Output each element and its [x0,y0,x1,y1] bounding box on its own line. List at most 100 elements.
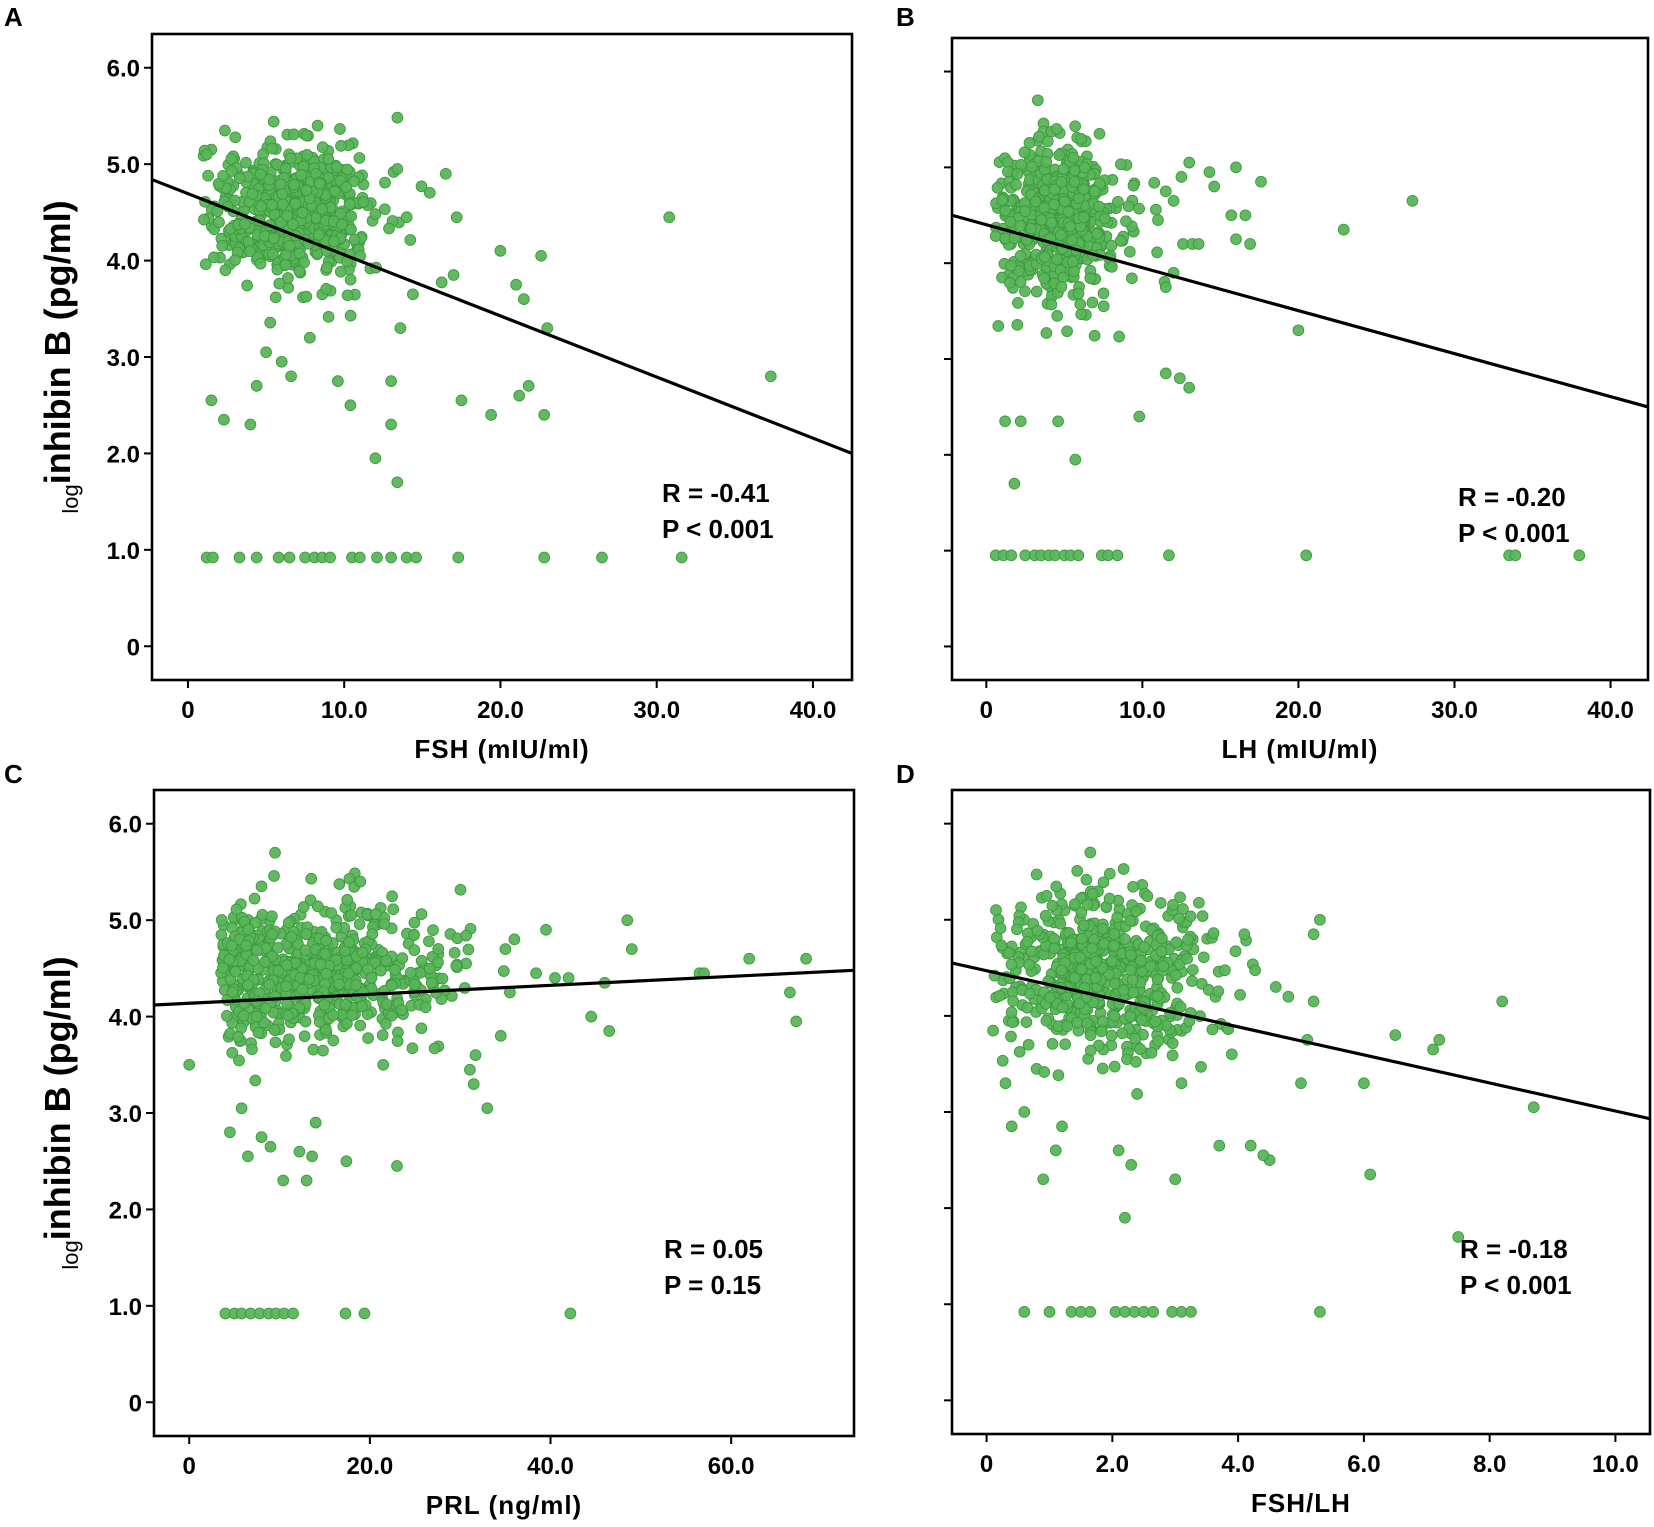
cluster-point [1011,319,1024,331]
cluster-point [408,978,421,991]
x-tick-label: 4.0 [1221,1451,1254,1478]
outlier-point [285,370,297,383]
cluster-point [1126,974,1139,986]
cluster-point [300,928,313,940]
baseline-point [410,551,422,564]
cluster-point [240,939,253,952]
cluster-point [389,964,401,976]
cluster-point [1088,329,1101,342]
cluster-point [287,218,299,231]
y-tick-label: 1.0 [109,1294,142,1321]
cluster-point [1096,1015,1109,1028]
cluster-point [1062,205,1075,218]
cluster-point [427,924,439,936]
cluster-point [252,1026,265,1039]
outlier-point [1527,1101,1540,1114]
cluster-point [1095,1025,1108,1038]
cluster-point [250,1010,263,1023]
cluster-point [266,142,278,155]
cluster-point [450,959,463,972]
cluster-point [1072,192,1085,205]
cluster-point [415,180,428,193]
cluster-point [1130,1056,1142,1068]
cluster-point [454,883,467,896]
cluster-point [1108,939,1120,952]
cluster-point [1023,958,1035,971]
cluster-point [1069,120,1082,133]
cluster-point [996,194,1009,206]
outlier-point [300,1174,313,1187]
cluster-point [380,998,393,1011]
cluster-point [1039,909,1052,922]
cluster-point [391,111,404,124]
outlier-point [1084,846,1097,859]
cluster-point [1108,1060,1121,1073]
cluster-point [297,901,310,913]
cluster-point [396,952,409,964]
cluster-point [229,131,242,144]
cluster-point [1054,917,1067,930]
x-tick-label: 40.0 [790,697,837,724]
cluster-point [1135,1014,1148,1026]
cluster-point [1108,977,1121,990]
cluster-point [369,208,382,220]
cluster-point [244,245,256,258]
cluster-point [1075,906,1088,919]
cluster-point [1023,137,1036,149]
outlier-point [535,249,547,262]
cluster-point [1033,130,1045,143]
outlier-point [450,211,463,224]
cluster-point [232,1031,245,1043]
cluster-point [1114,235,1127,247]
cluster-point [1113,330,1125,343]
baseline-point [675,551,688,564]
outlier-point [1225,1048,1238,1061]
data-points [197,111,777,564]
outlier-point [1049,1144,1062,1157]
cluster-point [1014,219,1027,232]
baseline-point [358,1307,371,1320]
cluster-point [322,311,335,323]
cluster-point [1103,892,1116,905]
cluster-point [1086,942,1099,955]
cluster-point [254,168,267,181]
cluster-point [295,169,307,181]
outlier-point [743,952,756,965]
outlier-point [309,1116,322,1129]
cluster-point [1048,942,1061,955]
cluster-point [225,153,238,165]
outlier-point [540,923,552,936]
outlier-point [1050,123,1063,135]
cluster-point [273,277,286,290]
cluster-point [362,1032,374,1044]
outlier-point [1183,156,1196,169]
baseline-point [1163,549,1175,562]
p-value: P < 0.001 [662,514,774,544]
cluster-point [1046,899,1059,912]
outlier-point [538,409,551,421]
cluster-point [357,196,370,208]
outlier-point [1244,1139,1257,1152]
outlier-point [1005,1120,1018,1133]
cluster-point [999,204,1012,217]
outlier-point [1406,195,1419,207]
cluster-point [325,907,338,919]
panel-a: A 0 10.0 20.0 30.0 40.0 0 1.0 2.0 3.0 4.0 5.0 6.0 FSH… [4,2,854,764]
cluster-point [376,1029,389,1041]
cluster-point [341,163,354,176]
cluster-point [312,228,325,241]
cluster-point [419,1001,432,1014]
panel-b: B 0 10.0 20.0 30.0 40.0 LH (mIU/ml) R = -0.20 P … [896,2,1650,764]
cluster-point [1091,228,1104,240]
cluster-point [1044,991,1056,1004]
cluster-point [345,909,357,922]
cluster-point [1120,215,1132,228]
panel-d: D 0 2.0 4.0 6.0 8.0 10.0 FSH/LH R = -0.18 P < 0.0… [896,759,1652,1518]
cluster-point [345,223,357,236]
cluster-point [1106,261,1118,273]
cluster-point [247,954,260,967]
cluster-point [1038,1066,1051,1078]
cluster-point [1195,1061,1207,1073]
cluster-point [1035,214,1048,226]
cluster-point [1068,164,1081,177]
